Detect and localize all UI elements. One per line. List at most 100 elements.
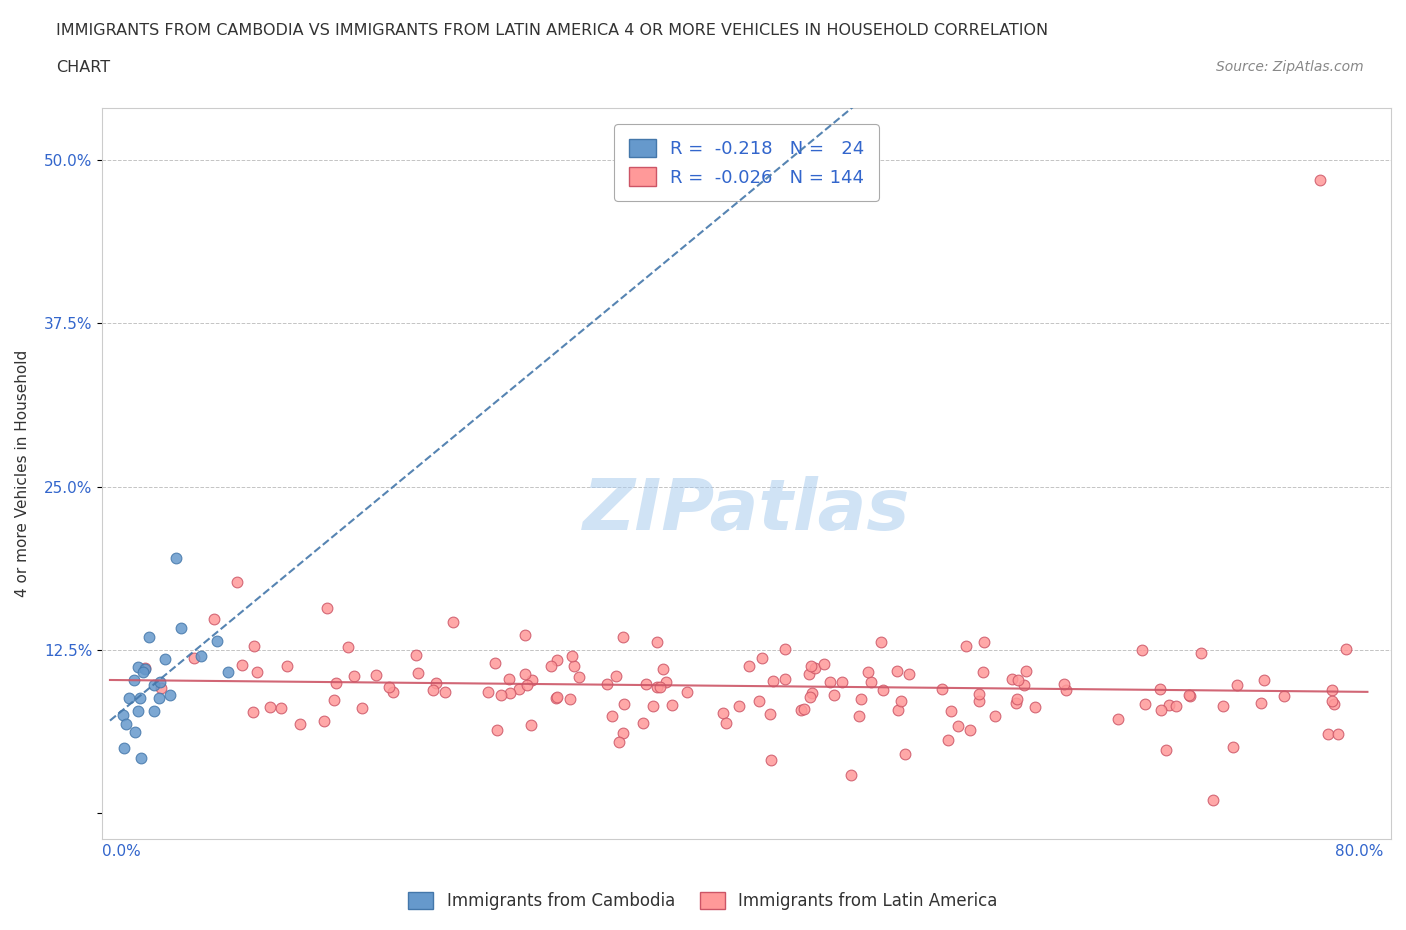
Point	[972, 664, 994, 679]
Point	[243, 639, 266, 654]
Point	[226, 574, 249, 589]
Point	[647, 679, 669, 694]
Point	[1212, 698, 1234, 713]
Point	[170, 620, 193, 635]
Point	[1320, 694, 1343, 709]
Point	[540, 658, 562, 673]
Point	[516, 677, 538, 692]
Point	[759, 752, 782, 767]
Point	[337, 640, 360, 655]
Point	[1317, 727, 1340, 742]
Point	[149, 680, 172, 695]
Point	[405, 648, 427, 663]
Point	[955, 639, 977, 654]
Point	[728, 698, 751, 713]
Point	[498, 672, 520, 687]
Point	[804, 660, 827, 675]
Point	[322, 692, 344, 707]
Point	[1178, 689, 1201, 704]
Point	[568, 670, 591, 684]
Point	[149, 675, 172, 690]
Point	[894, 747, 917, 762]
Point	[1334, 642, 1357, 657]
Point	[872, 683, 894, 698]
Point	[381, 684, 404, 699]
Point	[1326, 726, 1348, 741]
Point	[748, 694, 770, 709]
Point	[484, 656, 506, 671]
Point	[202, 611, 225, 626]
Point	[561, 648, 583, 663]
Point	[513, 667, 536, 682]
Point	[751, 651, 773, 666]
Point	[270, 701, 292, 716]
Point	[246, 665, 269, 680]
Point	[613, 698, 636, 712]
Text: CHART: CHART	[56, 60, 110, 75]
Point	[441, 615, 464, 630]
Point	[515, 627, 537, 642]
Point	[645, 635, 668, 650]
Point	[1222, 740, 1244, 755]
Point	[127, 704, 149, 719]
Point	[205, 633, 228, 648]
Point	[633, 715, 655, 730]
Point	[1272, 689, 1295, 704]
Point	[485, 723, 508, 737]
Point	[1004, 696, 1026, 711]
Point	[661, 698, 683, 713]
Point	[931, 682, 953, 697]
Point	[655, 674, 678, 689]
Point	[612, 630, 634, 644]
Point	[759, 707, 782, 722]
Point	[946, 718, 969, 733]
Point	[1226, 678, 1249, 693]
Point	[823, 687, 845, 702]
Text: ZIPatlas: ZIPatlas	[583, 475, 910, 545]
Point	[849, 691, 872, 706]
Point	[983, 709, 1005, 724]
Point	[801, 686, 824, 701]
Point	[138, 630, 160, 644]
Text: Source: ZipAtlas.com: Source: ZipAtlas.com	[1216, 60, 1364, 74]
Point	[118, 691, 141, 706]
Point	[190, 649, 212, 664]
Point	[406, 665, 429, 680]
Point	[612, 725, 634, 740]
Point	[122, 672, 145, 687]
Point	[546, 689, 568, 704]
Point	[848, 709, 870, 724]
Point	[560, 692, 582, 707]
Point	[112, 740, 135, 755]
Point	[325, 675, 347, 690]
Point	[607, 734, 630, 749]
Point	[1323, 697, 1346, 711]
Point	[1202, 792, 1225, 807]
Point	[1130, 643, 1153, 658]
Point	[797, 667, 820, 682]
Point	[159, 688, 181, 703]
Point	[714, 715, 737, 730]
Point	[675, 684, 697, 699]
Point	[522, 672, 544, 687]
Point	[1001, 672, 1024, 687]
Point	[648, 680, 671, 695]
Point	[134, 660, 156, 675]
Point	[1309, 172, 1331, 187]
Point	[433, 684, 456, 699]
Point	[165, 551, 187, 565]
Point	[973, 634, 995, 649]
Point	[1189, 646, 1212, 661]
Legend: R =  -0.218   N =   24, R =  -0.026   N = 144: R = -0.218 N = 24, R = -0.026 N = 144	[614, 125, 879, 201]
Point	[1012, 677, 1035, 692]
Point	[1007, 672, 1029, 687]
Point	[967, 694, 990, 709]
Point	[936, 732, 959, 747]
Point	[898, 667, 921, 682]
Point	[651, 662, 673, 677]
Point	[1107, 712, 1129, 727]
Point	[1159, 698, 1181, 712]
Point	[127, 659, 149, 674]
Point	[793, 702, 815, 717]
Point	[799, 689, 821, 704]
